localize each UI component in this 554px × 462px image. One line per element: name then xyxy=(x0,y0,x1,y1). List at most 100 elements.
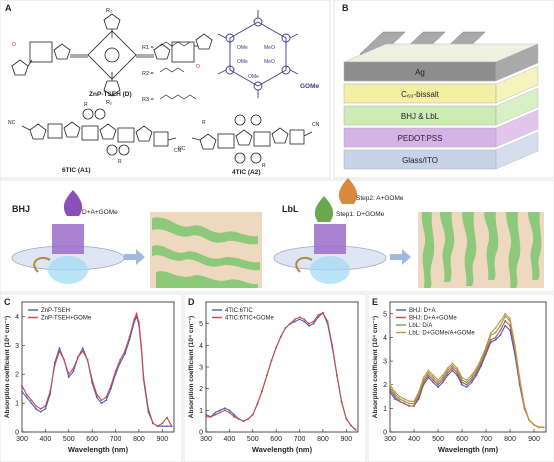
data-point xyxy=(432,374,435,377)
legend-label: LbL: D+GOMe/A+GOMe xyxy=(409,331,475,337)
data-point xyxy=(147,407,150,410)
data-point xyxy=(504,324,507,327)
data-point xyxy=(119,358,122,361)
data-point xyxy=(219,409,221,412)
data-point xyxy=(161,422,164,425)
x-tick-label: 400 xyxy=(224,436,236,443)
data-point xyxy=(398,400,401,403)
x-tick-label: 300 xyxy=(16,436,28,443)
data-point xyxy=(81,350,84,353)
data-point xyxy=(461,379,463,381)
layer-label: PEDOT:PSS xyxy=(398,134,443,143)
legend-label: ZnP-TSEH+GOMe xyxy=(41,316,92,322)
data-point xyxy=(228,409,231,412)
x-tick-label: 800 xyxy=(317,436,329,443)
data-point xyxy=(303,320,306,323)
data-point xyxy=(432,381,435,384)
data-point xyxy=(95,393,98,396)
data-point xyxy=(100,399,103,402)
data-point xyxy=(437,386,439,388)
x-tick-label: 700 xyxy=(110,436,122,443)
data-point xyxy=(67,373,70,376)
data-point xyxy=(408,405,411,407)
data-point xyxy=(312,322,315,325)
data-point xyxy=(284,327,287,329)
data-point xyxy=(35,407,37,410)
data-point xyxy=(251,413,254,416)
y-tick-label: 4 xyxy=(383,335,387,342)
data-point xyxy=(393,390,396,393)
data-point xyxy=(72,370,75,373)
data-point xyxy=(393,398,396,400)
bhj-arrow-icon xyxy=(124,249,145,265)
data-point xyxy=(128,335,131,338)
gome-structure xyxy=(217,10,299,98)
data-point xyxy=(480,357,483,360)
chart-e: E 300 400 500 600 700 800 900 0 1 2 3 4 5 Wavelength (… xyxy=(367,293,554,462)
plot-area xyxy=(21,301,175,433)
x-tick-label: 500 xyxy=(63,436,75,443)
x-tick-label: 600 xyxy=(86,436,98,443)
data-point xyxy=(465,386,468,388)
data-point xyxy=(77,355,80,358)
data-point xyxy=(25,396,28,399)
data-point xyxy=(30,402,33,405)
data-point xyxy=(21,384,23,387)
data-point xyxy=(437,379,439,381)
data-point xyxy=(461,383,463,386)
data-point xyxy=(465,381,468,384)
y-tick-label: 0 xyxy=(199,430,203,437)
data-point xyxy=(312,320,315,323)
data-point xyxy=(223,407,226,410)
lbl-spin-glow xyxy=(310,256,350,284)
data-point xyxy=(499,334,502,336)
data-point xyxy=(105,399,108,402)
data-point xyxy=(95,396,98,399)
x-tick-label: 300 xyxy=(384,436,396,443)
legend-label: 4TIC:6TIC+GOMe xyxy=(225,316,275,322)
bhj-substrate xyxy=(52,224,84,254)
data-point xyxy=(408,400,411,403)
data-point xyxy=(403,402,406,405)
x-tick-label: 800 xyxy=(504,436,516,443)
data-point xyxy=(58,347,61,350)
data-point xyxy=(354,428,357,431)
data-point xyxy=(233,415,235,418)
data-point xyxy=(446,369,449,372)
data-point xyxy=(389,386,391,388)
legend-label: ZnP-TSEH xyxy=(41,308,70,314)
data-point xyxy=(58,350,61,353)
y-tick-label: 2 xyxy=(15,372,19,379)
znp-tseh-structure xyxy=(11,13,213,97)
layer-side-0 xyxy=(495,43,539,82)
data-point xyxy=(389,390,391,393)
lbl-droplet-a-icon xyxy=(338,178,358,204)
4tic-cn-label: CN xyxy=(312,122,320,128)
y-tick-label: 5 xyxy=(199,321,203,328)
data-point xyxy=(494,338,497,341)
y-tick-label: 4 xyxy=(15,314,19,321)
data-point xyxy=(494,327,497,329)
lbl-morphology-bg xyxy=(418,212,544,288)
y-tick-label: 3 xyxy=(383,359,387,366)
x-tick-label: 600 xyxy=(270,436,282,443)
bhj-spincoater xyxy=(11,224,125,284)
data-point xyxy=(44,407,47,410)
data-point xyxy=(265,374,268,377)
data-point xyxy=(427,369,430,372)
data-point xyxy=(279,335,282,338)
gome-ring xyxy=(229,21,287,87)
data-point xyxy=(261,389,264,392)
oxygen-label-left: O xyxy=(12,42,16,48)
data-point xyxy=(427,372,430,374)
panel-b: B Ag C₆₀-bissalt BHJ & LbL PEDOT:PSS Glass/I… xyxy=(333,0,554,179)
data-point xyxy=(470,379,473,381)
y-tick-label: 4 xyxy=(199,343,203,350)
data-point xyxy=(509,317,511,320)
data-point xyxy=(446,374,449,377)
y-tick-label: 0 xyxy=(15,430,19,437)
4tic-structure xyxy=(191,114,313,164)
data-point xyxy=(432,379,435,381)
data-point xyxy=(228,411,231,414)
4tic-nc-label: NC xyxy=(178,146,186,152)
